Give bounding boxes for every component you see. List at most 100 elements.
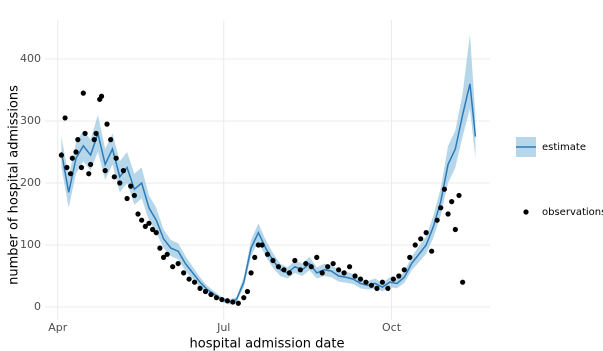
observation-point [407, 254, 413, 260]
observation-point [379, 279, 385, 285]
observation-point [170, 264, 176, 270]
observation-point [73, 149, 79, 155]
observation-point [396, 273, 402, 279]
observation-point [303, 260, 309, 267]
observation-point [341, 270, 347, 276]
observation-point [248, 270, 254, 276]
x-tick-label: Jul [216, 321, 230, 334]
observation-point [181, 270, 187, 276]
observation-point [142, 223, 148, 230]
observation-point [418, 236, 424, 242]
y-axis-title: number of hospital admissions [7, 85, 22, 285]
observation-point [244, 288, 251, 295]
observation-point [390, 276, 396, 282]
observation-point [102, 168, 108, 174]
observation-point [314, 254, 320, 260]
observation-point [429, 248, 435, 254]
observation-point [401, 267, 407, 273]
observation-point [82, 130, 88, 137]
observation-point [175, 260, 181, 267]
observation-point [368, 282, 375, 288]
observation-point [374, 285, 380, 291]
observation-point [80, 90, 86, 96]
legend-key [523, 209, 529, 215]
observation-point [452, 226, 458, 233]
y-tick-label: 0 [34, 300, 41, 313]
observation-point [319, 270, 325, 276]
observation-point [62, 115, 68, 121]
observation-point [259, 242, 265, 248]
y-tick-label: 200 [20, 176, 41, 189]
observation-point [120, 168, 127, 174]
observation-point [164, 251, 170, 257]
observation-point [78, 164, 85, 171]
observation-point [264, 251, 271, 257]
observation-point [202, 288, 209, 295]
observation-point [445, 211, 451, 217]
observation-point [111, 174, 117, 180]
observation-point [128, 183, 134, 189]
legend-label: observations [542, 207, 603, 218]
observation-point [423, 230, 429, 236]
observation-point [93, 130, 99, 137]
observation-point [357, 276, 364, 282]
observation-point [186, 276, 192, 282]
observation-point [160, 254, 167, 260]
legend-label: estimate [542, 142, 586, 153]
estimate-line [60, 83, 477, 303]
observation-point [441, 186, 448, 192]
observation-point [91, 137, 97, 143]
observation-point [286, 270, 292, 276]
observation-point [297, 267, 303, 273]
observation-point [117, 180, 123, 186]
observation-point [191, 279, 198, 285]
observation-point [325, 264, 331, 270]
observation-point [275, 264, 282, 270]
observation-point [385, 285, 391, 291]
observation-point [208, 291, 214, 298]
observation-point [157, 245, 163, 251]
observation-point [86, 171, 92, 177]
y-tick-label: 400 [20, 52, 41, 65]
y-tick-label: 300 [20, 114, 41, 127]
observation-point [87, 161, 94, 168]
observation-point [197, 285, 203, 291]
observation-point [224, 298, 230, 304]
observation-point [352, 273, 358, 279]
observation-point [139, 217, 145, 223]
observation-point [281, 267, 287, 273]
observation-point [131, 192, 137, 199]
observation-point [58, 152, 65, 158]
observation-point [434, 217, 440, 223]
observation-point [252, 254, 258, 260]
observation-point [241, 295, 247, 301]
observation-point [213, 295, 220, 301]
observation-point [150, 226, 156, 233]
observation-point [104, 121, 110, 127]
observation-point [69, 155, 75, 161]
observation-point [230, 299, 236, 305]
observation-point [219, 296, 225, 303]
observation-point [330, 260, 336, 267]
observation-point [153, 230, 159, 236]
y-tick-label: 100 [20, 238, 41, 251]
x-tick-label: Oct [382, 321, 402, 334]
observation-point [75, 137, 81, 143]
observation-point [346, 264, 353, 270]
observation-point [336, 267, 342, 273]
observation-point [449, 199, 455, 205]
observation-point [412, 242, 418, 248]
estimate-band [61, 34, 476, 305]
observation-point [363, 279, 369, 285]
x-axis-title: hospital admission date [190, 337, 345, 351]
observation-point [67, 171, 74, 177]
observation-point [255, 242, 261, 248]
observation-point [146, 220, 152, 226]
observation-point [108, 137, 114, 143]
observation-point [438, 205, 444, 211]
observation-point [64, 164, 70, 171]
x-tick-label: Apr [48, 321, 68, 334]
observation-point [460, 279, 466, 285]
observation-point [98, 93, 105, 99]
